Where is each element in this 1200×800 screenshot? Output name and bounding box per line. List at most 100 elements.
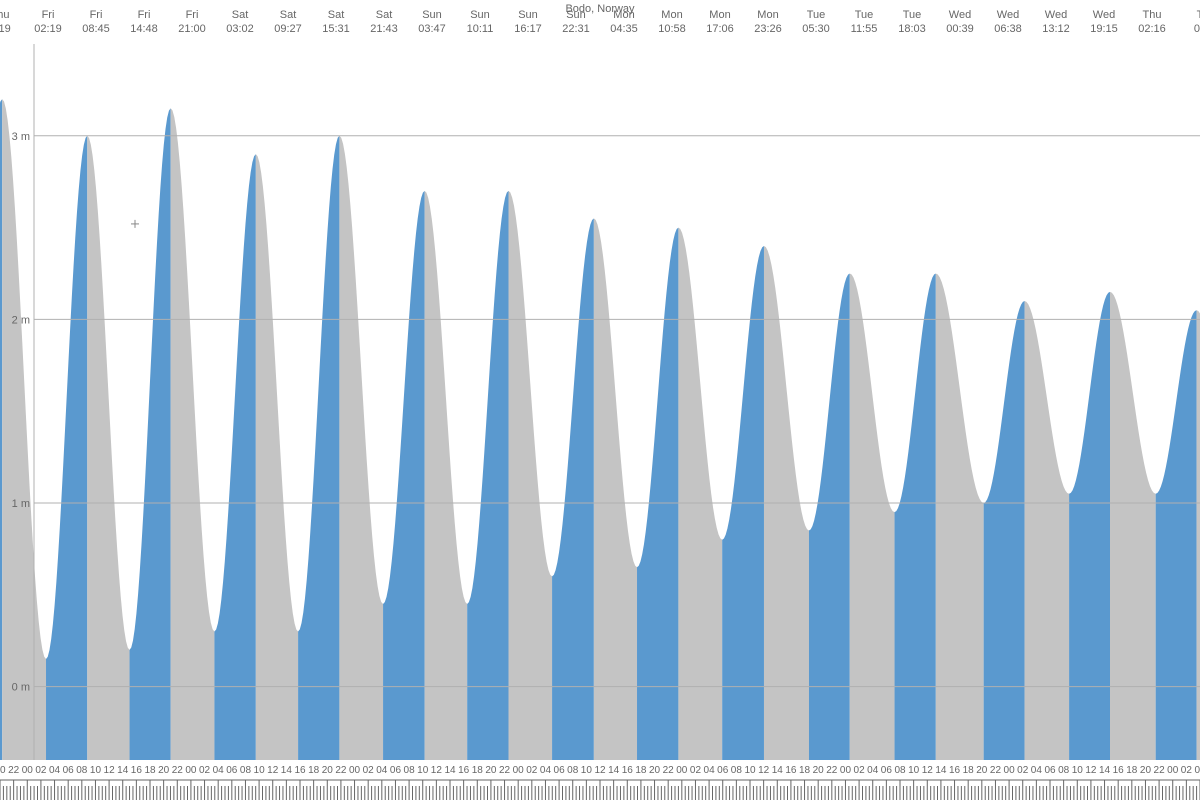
svg-text:16: 16 [458, 765, 470, 776]
svg-text:08: 08 [240, 765, 252, 776]
svg-text:14:48: 14:48 [130, 23, 158, 35]
svg-text:18: 18 [635, 765, 647, 776]
svg-text:16: 16 [294, 765, 306, 776]
svg-text:06: 06 [881, 765, 893, 776]
svg-text:10: 10 [417, 765, 429, 776]
svg-text:12: 12 [758, 765, 770, 776]
svg-text:04: 04 [704, 765, 716, 776]
svg-text:00: 00 [676, 765, 688, 776]
svg-text:10:58: 10:58 [658, 23, 686, 35]
svg-text:Wed: Wed [997, 9, 1019, 21]
svg-text:18: 18 [144, 765, 156, 776]
svg-text:18:03: 18:03 [898, 23, 926, 35]
svg-text:04: 04 [867, 765, 879, 776]
svg-text:16:17: 16:17 [514, 23, 542, 35]
svg-text:18: 18 [472, 765, 484, 776]
svg-text:09:27: 09:27 [274, 23, 302, 35]
svg-text:20: 20 [976, 765, 988, 776]
svg-text:22: 22 [663, 765, 675, 776]
svg-text:00: 00 [185, 765, 197, 776]
svg-text:10: 10 [254, 765, 266, 776]
svg-text:10: 10 [581, 765, 593, 776]
svg-text:17:06: 17:06 [706, 23, 734, 35]
svg-text:11:55: 11:55 [851, 23, 878, 35]
svg-text:16: 16 [131, 765, 143, 776]
svg-text:16: 16 [1113, 765, 1125, 776]
svg-text:22: 22 [1154, 765, 1166, 776]
svg-text:22: 22 [172, 765, 184, 776]
svg-text:02: 02 [690, 765, 702, 776]
svg-text:12: 12 [594, 765, 606, 776]
svg-text:02:16: 02:16 [1138, 23, 1166, 35]
svg-text:06: 06 [226, 765, 238, 776]
svg-text:20: 20 [485, 765, 497, 776]
svg-text:02: 02 [199, 765, 211, 776]
svg-text:Sat: Sat [328, 9, 345, 21]
svg-text:08: 08 [731, 765, 743, 776]
svg-text:Sat: Sat [376, 9, 393, 21]
svg-text:08: 08 [1194, 23, 1200, 35]
x-axis: 2022000204060810121416182022000204060810… [0, 765, 1200, 800]
svg-text:19:15: 19:15 [1090, 23, 1118, 35]
svg-text:04:35: 04:35 [610, 23, 638, 35]
svg-text:Sun: Sun [566, 9, 586, 21]
svg-text:16: 16 [622, 765, 634, 776]
svg-text:00: 00 [1004, 765, 1016, 776]
svg-text:Sun: Sun [518, 9, 538, 21]
svg-text:00: 00 [1167, 765, 1179, 776]
svg-text:12: 12 [104, 765, 116, 776]
svg-text:04: 04 [49, 765, 61, 776]
svg-text:08: 08 [1058, 765, 1070, 776]
svg-text:06: 06 [554, 765, 566, 776]
svg-text:10:11: 10:11 [467, 23, 494, 35]
svg-text:02:19: 02:19 [34, 23, 62, 35]
svg-text:Fri: Fri [186, 9, 199, 21]
svg-text:0:19: 0:19 [0, 23, 11, 35]
svg-text:05:30: 05:30 [802, 23, 830, 35]
svg-text:04: 04 [1031, 765, 1043, 776]
svg-text:22: 22 [499, 765, 511, 776]
svg-text:10: 10 [90, 765, 102, 776]
svg-text:14: 14 [281, 765, 293, 776]
svg-text:06: 06 [390, 765, 402, 776]
svg-text:16: 16 [949, 765, 961, 776]
svg-text:Tue: Tue [807, 9, 826, 21]
svg-text:02: 02 [35, 765, 47, 776]
svg-text:04: 04 [376, 765, 388, 776]
svg-text:20: 20 [649, 765, 661, 776]
svg-text:Tue: Tue [903, 9, 922, 21]
svg-text:00: 00 [840, 765, 852, 776]
svg-text:04: 04 [1194, 765, 1200, 776]
svg-text:10: 10 [1072, 765, 1084, 776]
svg-text:22: 22 [826, 765, 838, 776]
svg-text:18: 18 [799, 765, 811, 776]
svg-text:08: 08 [894, 765, 906, 776]
svg-text:3 m: 3 m [12, 131, 30, 143]
svg-text:00: 00 [513, 765, 525, 776]
svg-text:Fri: Fri [90, 9, 103, 21]
svg-text:12: 12 [922, 765, 934, 776]
svg-text:13:12: 13:12 [1042, 23, 1070, 35]
svg-text:Mon: Mon [613, 9, 634, 21]
svg-text:Thu: Thu [1143, 9, 1162, 21]
svg-text:22: 22 [335, 765, 347, 776]
svg-text:Mon: Mon [757, 9, 778, 21]
tide-chart-svg: 0 m1 m2 m3 mBodo, NorwayThu0:19Fri02:19F… [0, 0, 1200, 800]
svg-text:06: 06 [717, 765, 729, 776]
svg-text:10: 10 [744, 765, 756, 776]
svg-text:18: 18 [308, 765, 320, 776]
svg-text:12: 12 [1085, 765, 1097, 776]
svg-text:14: 14 [608, 765, 620, 776]
svg-text:Fri: Fri [42, 9, 55, 21]
svg-text:2 m: 2 m [12, 314, 30, 326]
tide-chart: 0 m1 m2 m3 mBodo, NorwayThu0:19Fri02:19F… [0, 0, 1200, 800]
svg-text:04: 04 [540, 765, 552, 776]
header: Bodo, NorwayThu0:19Fri02:19Fri08:45Fri14… [0, 3, 1200, 35]
svg-text:02: 02 [526, 765, 538, 776]
svg-text:23:26: 23:26 [754, 23, 782, 35]
svg-text:22: 22 [8, 765, 20, 776]
svg-text:Wed: Wed [1093, 9, 1115, 21]
svg-text:08: 08 [76, 765, 88, 776]
svg-text:12: 12 [431, 765, 443, 776]
svg-text:Wed: Wed [1045, 9, 1067, 21]
